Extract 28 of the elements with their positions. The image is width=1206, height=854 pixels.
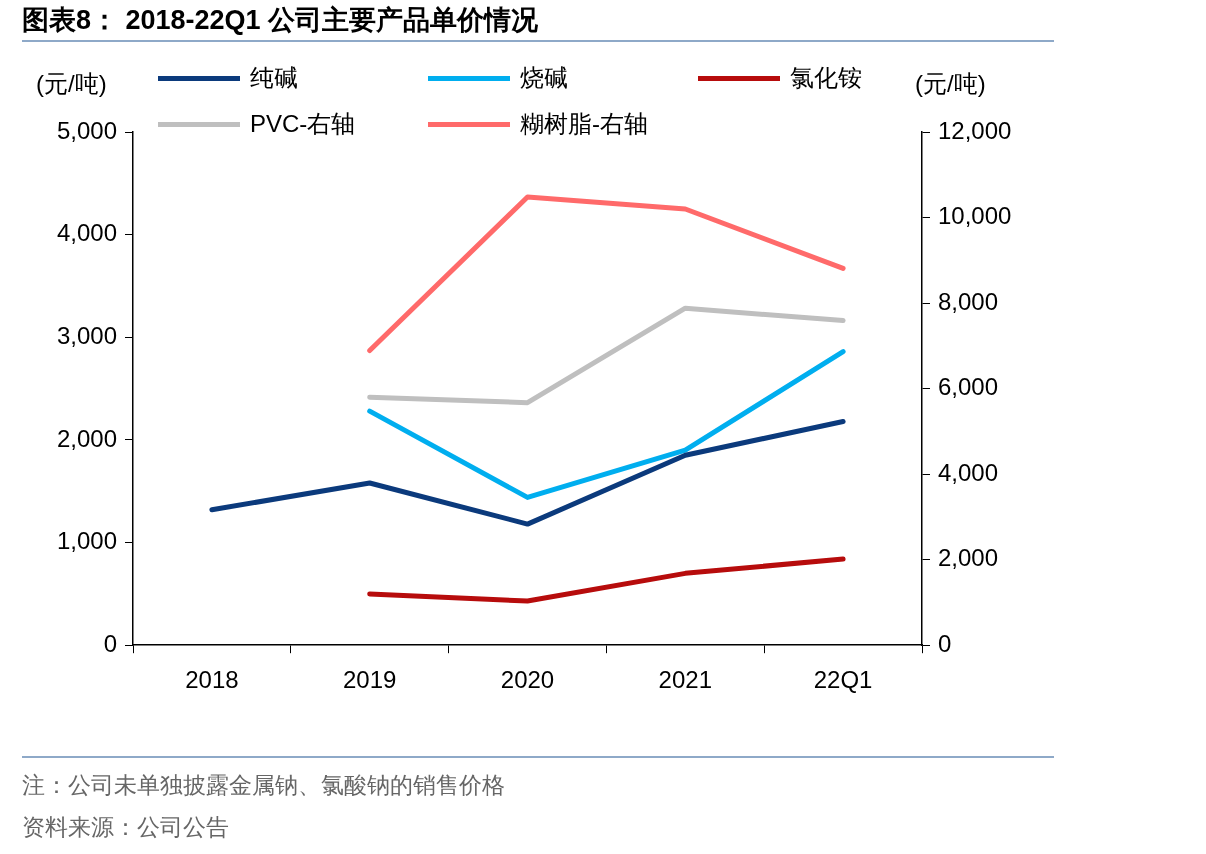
x-tick-label: 2018 bbox=[185, 666, 239, 694]
x-tick-label: 2020 bbox=[500, 666, 555, 694]
legend-label: 纯碱 bbox=[250, 63, 298, 93]
y-tick-label: 3,000 bbox=[56, 321, 117, 349]
y2-tick-label: 6,000 bbox=[938, 373, 999, 401]
y2-tick-label: 8,000 bbox=[938, 287, 999, 315]
y2-axis-title: (元/吨) bbox=[915, 69, 986, 99]
x-tick-label: 22Q1 bbox=[813, 666, 873, 694]
x-tick-label: 2019 bbox=[343, 666, 397, 694]
y-tick-label: 5,000 bbox=[56, 116, 117, 144]
legend-label: 糊树脂-右轴 bbox=[520, 109, 648, 139]
y2-tick-label: 4,000 bbox=[938, 458, 999, 486]
text: 资料来源：公司公告 bbox=[22, 813, 230, 842]
text: 注：公司未单独披露金属钠、氯酸钠的销售价格 bbox=[22, 771, 505, 800]
legend-label: 氯化铵 bbox=[790, 63, 862, 93]
y-tick-label: 4,000 bbox=[56, 219, 117, 247]
y2-tick-label: 10,000 bbox=[938, 202, 1012, 230]
y-tick-label: 2,000 bbox=[56, 424, 117, 452]
y-axis-title: (元/吨) bbox=[36, 69, 107, 99]
chart-title: 图表8： 2018-22Q1 公司主要产品单价情况 bbox=[22, 4, 539, 37]
legend-label: PVC-右轴 bbox=[250, 109, 356, 139]
y2-tick-label: 0 bbox=[938, 629, 952, 657]
legend-label: 烧碱 bbox=[520, 63, 568, 93]
y-tick-label: 0 bbox=[103, 629, 117, 657]
y2-tick-label: 2,000 bbox=[938, 544, 999, 572]
y2-tick-label: 12,000 bbox=[938, 116, 1012, 144]
y-tick-label: 1,000 bbox=[56, 527, 117, 555]
x-tick-label: 2021 bbox=[658, 666, 712, 694]
